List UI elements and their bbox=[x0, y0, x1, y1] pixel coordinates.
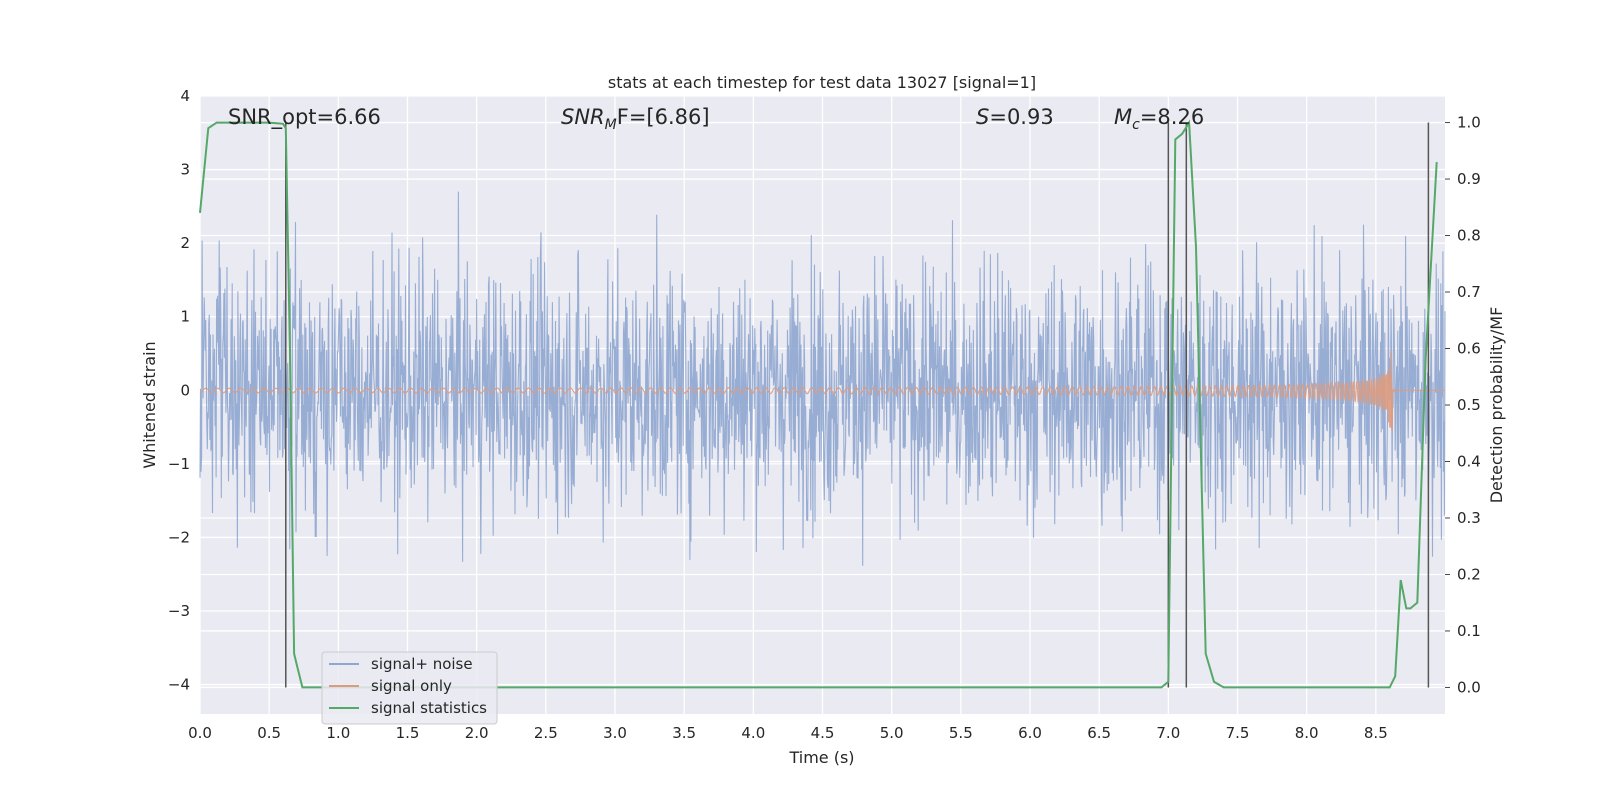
series-signal-statistics bbox=[199, 119, 1438, 689]
s-value: =0.93 bbox=[989, 105, 1053, 129]
mc-subscript: c bbox=[1132, 117, 1140, 133]
x-tick-label: 8.0 bbox=[1295, 724, 1319, 742]
x-tick-label: 6.5 bbox=[1087, 724, 1111, 742]
y-tick-label: 1 bbox=[180, 308, 190, 326]
annotation-mc: Mc=8.26 bbox=[1114, 105, 1204, 133]
snr-mf-symbol: SNR bbox=[561, 105, 605, 129]
statistics-trace bbox=[199, 119, 1438, 689]
x-tick-label: 3.0 bbox=[603, 724, 627, 742]
x-tick-label: 4.5 bbox=[811, 724, 835, 742]
snr-mf-value: F=[6.86] bbox=[617, 105, 710, 129]
x-tick-label: 1.5 bbox=[396, 724, 420, 742]
y-right-tick-label: 0.4 bbox=[1457, 452, 1481, 470]
y-right-tick-label: 0.2 bbox=[1457, 565, 1481, 583]
s-symbol: S bbox=[976, 105, 989, 129]
noise-trace bbox=[199, 191, 1446, 566]
y-tick-label: 3 bbox=[180, 161, 190, 179]
y-tick-label: −2 bbox=[168, 528, 190, 546]
x-tick-label: 7.0 bbox=[1156, 724, 1180, 742]
x-tick-label: 5.0 bbox=[880, 724, 904, 742]
x-tick-label: 4.0 bbox=[741, 724, 765, 742]
y-right-tick-label: 1.0 bbox=[1457, 114, 1481, 132]
series-signal-only bbox=[199, 350, 1445, 432]
annotation-snr-opt: SNR_opt=6.66 bbox=[228, 105, 381, 130]
chirp-trace bbox=[199, 350, 1445, 432]
y-tick-label: −3 bbox=[168, 602, 190, 620]
legend-label-signal-noise: signal+ noise bbox=[371, 655, 473, 673]
x-tick-label: 7.5 bbox=[1226, 724, 1250, 742]
series-signal-noise bbox=[199, 191, 1446, 566]
x-tick-label: 5.5 bbox=[949, 724, 973, 742]
y-right-tick-label: 0.1 bbox=[1457, 622, 1481, 640]
y-right-tick-label: 0.9 bbox=[1457, 170, 1481, 188]
y-right-tick-label: 0.3 bbox=[1457, 509, 1481, 527]
x-tick-label: 3.5 bbox=[672, 724, 696, 742]
x-tick-label: 6.0 bbox=[1018, 724, 1042, 742]
mc-value: =8.26 bbox=[1140, 105, 1204, 129]
x-axis-label: Time (s) bbox=[788, 748, 854, 767]
y-right-tick-label: 0.8 bbox=[1457, 227, 1481, 245]
y-right-tick-labels: 1.0 0.9 0.8 0.7 0.6 0.5 0.4 0.3 0.2 0.1 0.0 bbox=[1445, 114, 1481, 696]
x-tick-label: 0.0 bbox=[188, 724, 212, 742]
legend-box bbox=[321, 651, 498, 725]
vertical-marker-lines bbox=[285, 122, 1430, 688]
y-right-tick-label: 0.5 bbox=[1457, 396, 1481, 414]
legend: signal+ noise signal only signal statist… bbox=[321, 651, 498, 725]
snr-mf-subscript: M bbox=[605, 117, 617, 133]
legend-label-signal-statistics: signal statistics bbox=[371, 699, 487, 717]
x-tick-label: 8.5 bbox=[1364, 724, 1388, 742]
y-axis-label: Whitened strain bbox=[140, 341, 159, 468]
y-right-axis-label: Detection probability/MF bbox=[1487, 307, 1506, 504]
x-tick-label: 1.0 bbox=[326, 724, 350, 742]
y-tick-label: 2 bbox=[180, 234, 190, 252]
y-tick-label: 4 bbox=[180, 87, 190, 105]
y-tick-label: 0 bbox=[180, 381, 190, 399]
x-tick-labels: 0.0 0.5 1.0 1.5 2.0 2.5 3.0 3.5 4.0 4.5 5.0 5.5 6.0 6… bbox=[188, 724, 1388, 742]
y-right-tick-label: 0.7 bbox=[1457, 283, 1481, 301]
y-tick-label: −1 bbox=[168, 455, 190, 473]
chart-title: stats at each timestep for test data 130… bbox=[608, 73, 1036, 92]
annotation-s: S=0.93 bbox=[976, 105, 1054, 129]
x-tick-label: 2.5 bbox=[534, 724, 558, 742]
y-tick-labels: 4 3 2 1 0 −1 −2 −3 −4 bbox=[168, 87, 190, 694]
legend-label-signal-only: signal only bbox=[371, 677, 452, 695]
y-right-tick-label: 0.0 bbox=[1457, 678, 1481, 696]
y-right-tick-label: 0.6 bbox=[1457, 340, 1481, 358]
mc-symbol: M bbox=[1114, 105, 1132, 129]
x-tick-label: 2.0 bbox=[465, 724, 489, 742]
y-tick-label: −4 bbox=[168, 676, 190, 694]
x-tick-label: 0.5 bbox=[257, 724, 281, 742]
annotation-snr-mf: SNRMF=[6.86] bbox=[561, 105, 710, 133]
